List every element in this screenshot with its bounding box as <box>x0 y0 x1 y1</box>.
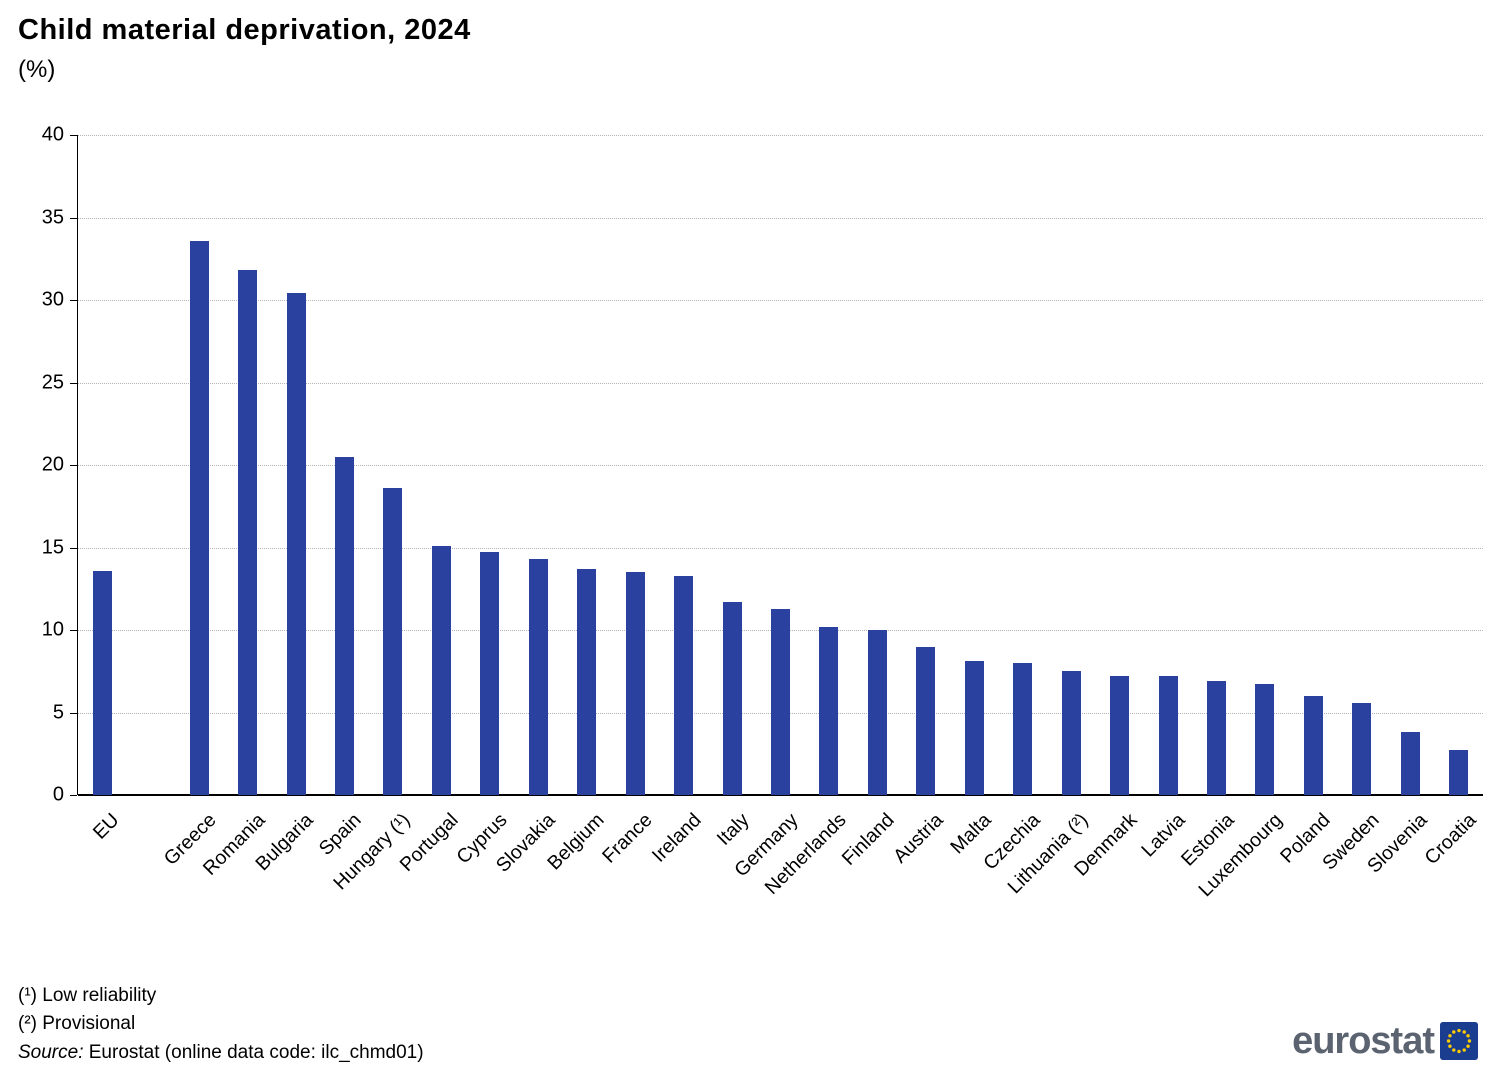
bar-hungary <box>383 488 403 795</box>
source-text: Eurostat (online data code: ilc_chmd01) <box>83 1042 424 1063</box>
y-tick-15 <box>70 547 77 549</box>
y-tick-40 <box>70 135 77 136</box>
bar-lithuania <box>1061 671 1081 795</box>
source-label: Source: <box>18 1042 84 1063</box>
y-axis-line <box>77 135 78 795</box>
y-tick-20 <box>70 465 77 466</box>
bar-cyprus <box>480 552 500 795</box>
y-tick-0 <box>70 795 77 796</box>
bar-italy <box>722 601 742 795</box>
bar-bulgaria <box>286 293 306 795</box>
eurostat-logo-text: eurostat <box>1292 1020 1435 1062</box>
bar-belgium <box>577 568 597 795</box>
gridline-35 <box>78 217 1483 219</box>
y-tick-35 <box>70 217 77 219</box>
bar-estonia <box>1207 681 1227 795</box>
bar-poland <box>1303 696 1323 795</box>
chart-unit-label: (%) <box>18 56 56 83</box>
y-tick-label-15: 15 <box>41 536 64 558</box>
x-axis-line <box>78 794 1483 796</box>
gridline-30 <box>78 300 1483 301</box>
y-tick-label-40: 40 <box>41 123 64 146</box>
bar-eu <box>92 570 112 795</box>
bar-romania <box>238 270 258 795</box>
bar-croatia <box>1449 750 1469 795</box>
bar-luxembourg <box>1255 684 1275 795</box>
bar-austria <box>916 646 936 795</box>
bar-sweden <box>1352 702 1372 795</box>
bar-portugal <box>431 545 451 795</box>
bar-latvia <box>1158 676 1178 795</box>
y-tick-label-5: 5 <box>52 701 64 723</box>
bar-france <box>625 572 645 795</box>
y-tick-5 <box>70 712 77 714</box>
eurostat-logo: eurostat <box>1292 1022 1478 1060</box>
footnotes: (¹) Low reliability (²) Provisional <box>18 982 156 1038</box>
y-tick-label-0: 0 <box>52 783 64 806</box>
y-tick-label-10: 10 <box>41 618 64 641</box>
footnote-low-reliability: (¹) Low reliability <box>18 985 157 1006</box>
bar-denmark <box>1110 676 1130 795</box>
bar-greece <box>189 240 209 795</box>
bar-germany <box>771 608 790 795</box>
bar-slovakia <box>528 559 548 795</box>
gridline-20 <box>78 465 1483 466</box>
y-tick-25 <box>70 382 77 384</box>
bar-czechia <box>1013 663 1033 795</box>
gridline-40 <box>78 135 1483 136</box>
y-tick-label-35: 35 <box>41 206 64 228</box>
y-tick-30 <box>70 300 77 301</box>
source-line: Source: Eurostat (online data code: ilc_… <box>18 1042 424 1064</box>
eu-flag-icon <box>1440 1022 1478 1060</box>
bar-netherlands <box>819 626 839 795</box>
footnote-provisional: (²) Provisional <box>18 1013 136 1034</box>
plot-area: 0 5 10 15 20 25 30 35 40 EU Greece Romania Bulgaria S… <box>42 124 1483 901</box>
y-tick-label-30: 30 <box>41 288 64 311</box>
bar-ireland <box>674 575 694 795</box>
bar-finland <box>867 630 887 795</box>
gridline-15 <box>78 547 1483 549</box>
y-tick-label-20: 20 <box>41 453 64 476</box>
chart-title: Child material deprivation, 2024 <box>18 14 471 46</box>
bar-slovenia <box>1400 732 1420 795</box>
y-tick-10 <box>70 630 77 631</box>
y-tick-label-25: 25 <box>41 371 64 393</box>
gridline-25 <box>78 382 1483 384</box>
bar-malta <box>964 661 984 795</box>
bar-spain <box>334 456 354 795</box>
